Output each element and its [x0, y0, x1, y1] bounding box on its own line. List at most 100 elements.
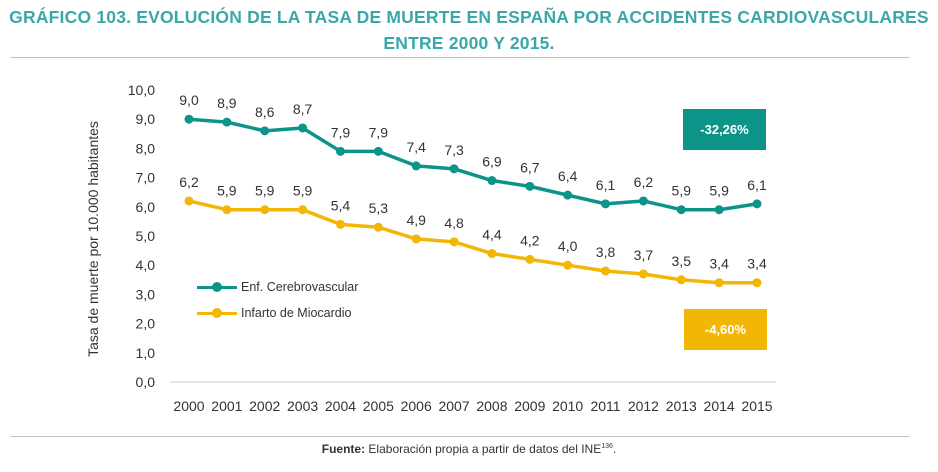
data-label-miocardio: 3,4 — [747, 256, 767, 272]
y-tick-label: 4,0 — [136, 257, 156, 273]
data-point-cerebrovascular — [638, 196, 648, 206]
legend-item-cerebrovascular: Enf. Cerebrovascular — [197, 274, 358, 300]
data-label-cerebrovascular: 7,3 — [444, 142, 464, 158]
data-label-cerebrovascular: 6,7 — [520, 159, 540, 175]
x-tick-label: 2014 — [704, 398, 735, 414]
series-line-cerebrovascular — [187, 117, 759, 212]
data-label-miocardio: 6,2 — [179, 174, 199, 190]
data-point-miocardio — [260, 205, 270, 215]
data-label-cerebrovascular: 5,9 — [709, 183, 729, 199]
x-tick-label: 2011 — [590, 398, 620, 414]
data-point-miocardio — [714, 278, 724, 288]
data-label-miocardio: 5,3 — [369, 200, 389, 216]
legend-swatch-miocardio — [197, 307, 237, 319]
data-point-cerebrovascular — [411, 161, 421, 171]
y-tick-label: 10,0 — [128, 82, 155, 98]
data-label-cerebrovascular: 6,2 — [634, 174, 654, 190]
data-point-miocardio — [525, 254, 535, 264]
data-label-miocardio: 3,4 — [709, 256, 729, 272]
x-tick-label: 2009 — [514, 398, 545, 414]
data-point-miocardio — [601, 266, 611, 276]
data-label-miocardio: 5,9 — [217, 183, 237, 199]
data-point-cerebrovascular — [373, 146, 383, 156]
badge-cerebrovascular-change: -32,26% — [683, 109, 766, 150]
source-text: Elaboración propia a partir de datos del… — [368, 442, 602, 456]
top-divider — [10, 57, 910, 58]
legend-swatch-cerebrovascular — [197, 281, 237, 293]
data-label-cerebrovascular: 7,4 — [406, 139, 426, 155]
x-tick-label: 2007 — [438, 398, 469, 414]
data-point-cerebrovascular — [676, 205, 686, 215]
legend-item-miocardio: Infarto de Miocardio — [197, 300, 358, 326]
y-tick-label: 9,0 — [136, 111, 156, 127]
legend-label-cerebrovascular: Enf. Cerebrovascular — [241, 280, 359, 294]
data-point-miocardio — [373, 222, 383, 232]
data-label-cerebrovascular: 8,6 — [255, 104, 275, 120]
series-line-miocardio — [187, 199, 759, 285]
data-label-cerebrovascular: 6,1 — [596, 177, 616, 193]
data-point-miocardio — [563, 260, 573, 270]
data-label-cerebrovascular: 8,9 — [217, 95, 237, 111]
data-label-miocardio: 3,7 — [634, 247, 654, 263]
y-tick-label: 0,0 — [136, 374, 156, 390]
data-label-miocardio: 5,9 — [293, 183, 313, 199]
data-label-cerebrovascular: 8,7 — [293, 101, 313, 117]
source-note: Fuente: Elaboración propia a partir de d… — [0, 442, 938, 456]
data-point-miocardio — [487, 249, 497, 259]
data-label-miocardio: 4,2 — [520, 232, 540, 248]
data-point-miocardio — [638, 269, 648, 279]
data-point-cerebrovascular — [449, 164, 459, 174]
data-label-miocardio: 4,4 — [482, 227, 502, 243]
x-tick-label: 2002 — [249, 398, 280, 414]
data-label-cerebrovascular: 9,0 — [179, 92, 199, 108]
data-label-miocardio: 5,9 — [255, 183, 275, 199]
data-point-miocardio — [298, 205, 308, 215]
x-tick-label: 2008 — [476, 398, 507, 414]
data-point-cerebrovascular — [260, 126, 270, 136]
x-tick-label: 2012 — [628, 398, 659, 414]
data-label-miocardio: 4,8 — [444, 215, 464, 231]
data-label-cerebrovascular: 6,9 — [482, 154, 502, 170]
y-tick-label: 2,0 — [136, 316, 156, 332]
source-label: Fuente: — [321, 442, 366, 456]
data-label-miocardio: 3,5 — [672, 253, 692, 269]
x-tick-label: 2010 — [552, 398, 583, 414]
badge-miocardio-change: -4,60% — [684, 309, 767, 350]
data-point-miocardio — [411, 234, 421, 244]
data-label-miocardio: 3,8 — [596, 244, 616, 260]
data-point-cerebrovascular — [563, 190, 573, 200]
x-tick-label: 2005 — [363, 398, 394, 414]
data-point-cerebrovascular — [222, 117, 232, 127]
data-point-cerebrovascular — [752, 199, 762, 209]
data-point-cerebrovascular — [487, 176, 497, 186]
x-tick-label: 2015 — [741, 398, 772, 414]
data-label-cerebrovascular: 7,9 — [331, 124, 351, 140]
data-point-miocardio — [449, 237, 459, 247]
y-tick-label: 7,0 — [136, 170, 156, 186]
data-label-miocardio: 4,0 — [558, 238, 578, 254]
data-point-cerebrovascular — [184, 114, 194, 124]
data-point-cerebrovascular — [525, 181, 535, 191]
y-tick-label: 3,0 — [136, 286, 156, 302]
y-tick-label: 8,0 — [136, 140, 156, 156]
y-tick-label: 6,0 — [136, 199, 156, 215]
bottom-divider — [10, 436, 910, 437]
data-point-miocardio — [335, 219, 345, 229]
data-label-miocardio: 4,9 — [406, 212, 426, 228]
x-tick-label: 2006 — [401, 398, 432, 414]
source-end: . — [612, 442, 617, 456]
chart-title-line-2: ENTRE 2000 Y 2015. — [383, 33, 555, 53]
x-tick-label: 2013 — [666, 398, 697, 414]
y-tick-label: 5,0 — [136, 228, 156, 244]
data-point-cerebrovascular — [298, 123, 308, 133]
data-point-cerebrovascular — [714, 205, 724, 215]
data-label-cerebrovascular: 5,9 — [672, 183, 692, 199]
data-point-miocardio — [184, 196, 194, 206]
chart-legend: Enf. Cerebrovascular Infarto de Miocardi… — [197, 274, 358, 326]
line-chart: Tasa de muerte por 10.000 habitantes 0,0 1… — [85, 82, 776, 414]
data-point-miocardio — [676, 275, 686, 285]
legend-label-miocardio: Infarto de Miocardio — [241, 306, 352, 320]
x-tick-label: 2000 — [173, 398, 204, 414]
data-point-miocardio — [222, 205, 232, 215]
x-tick-label: 2001 — [211, 398, 242, 414]
